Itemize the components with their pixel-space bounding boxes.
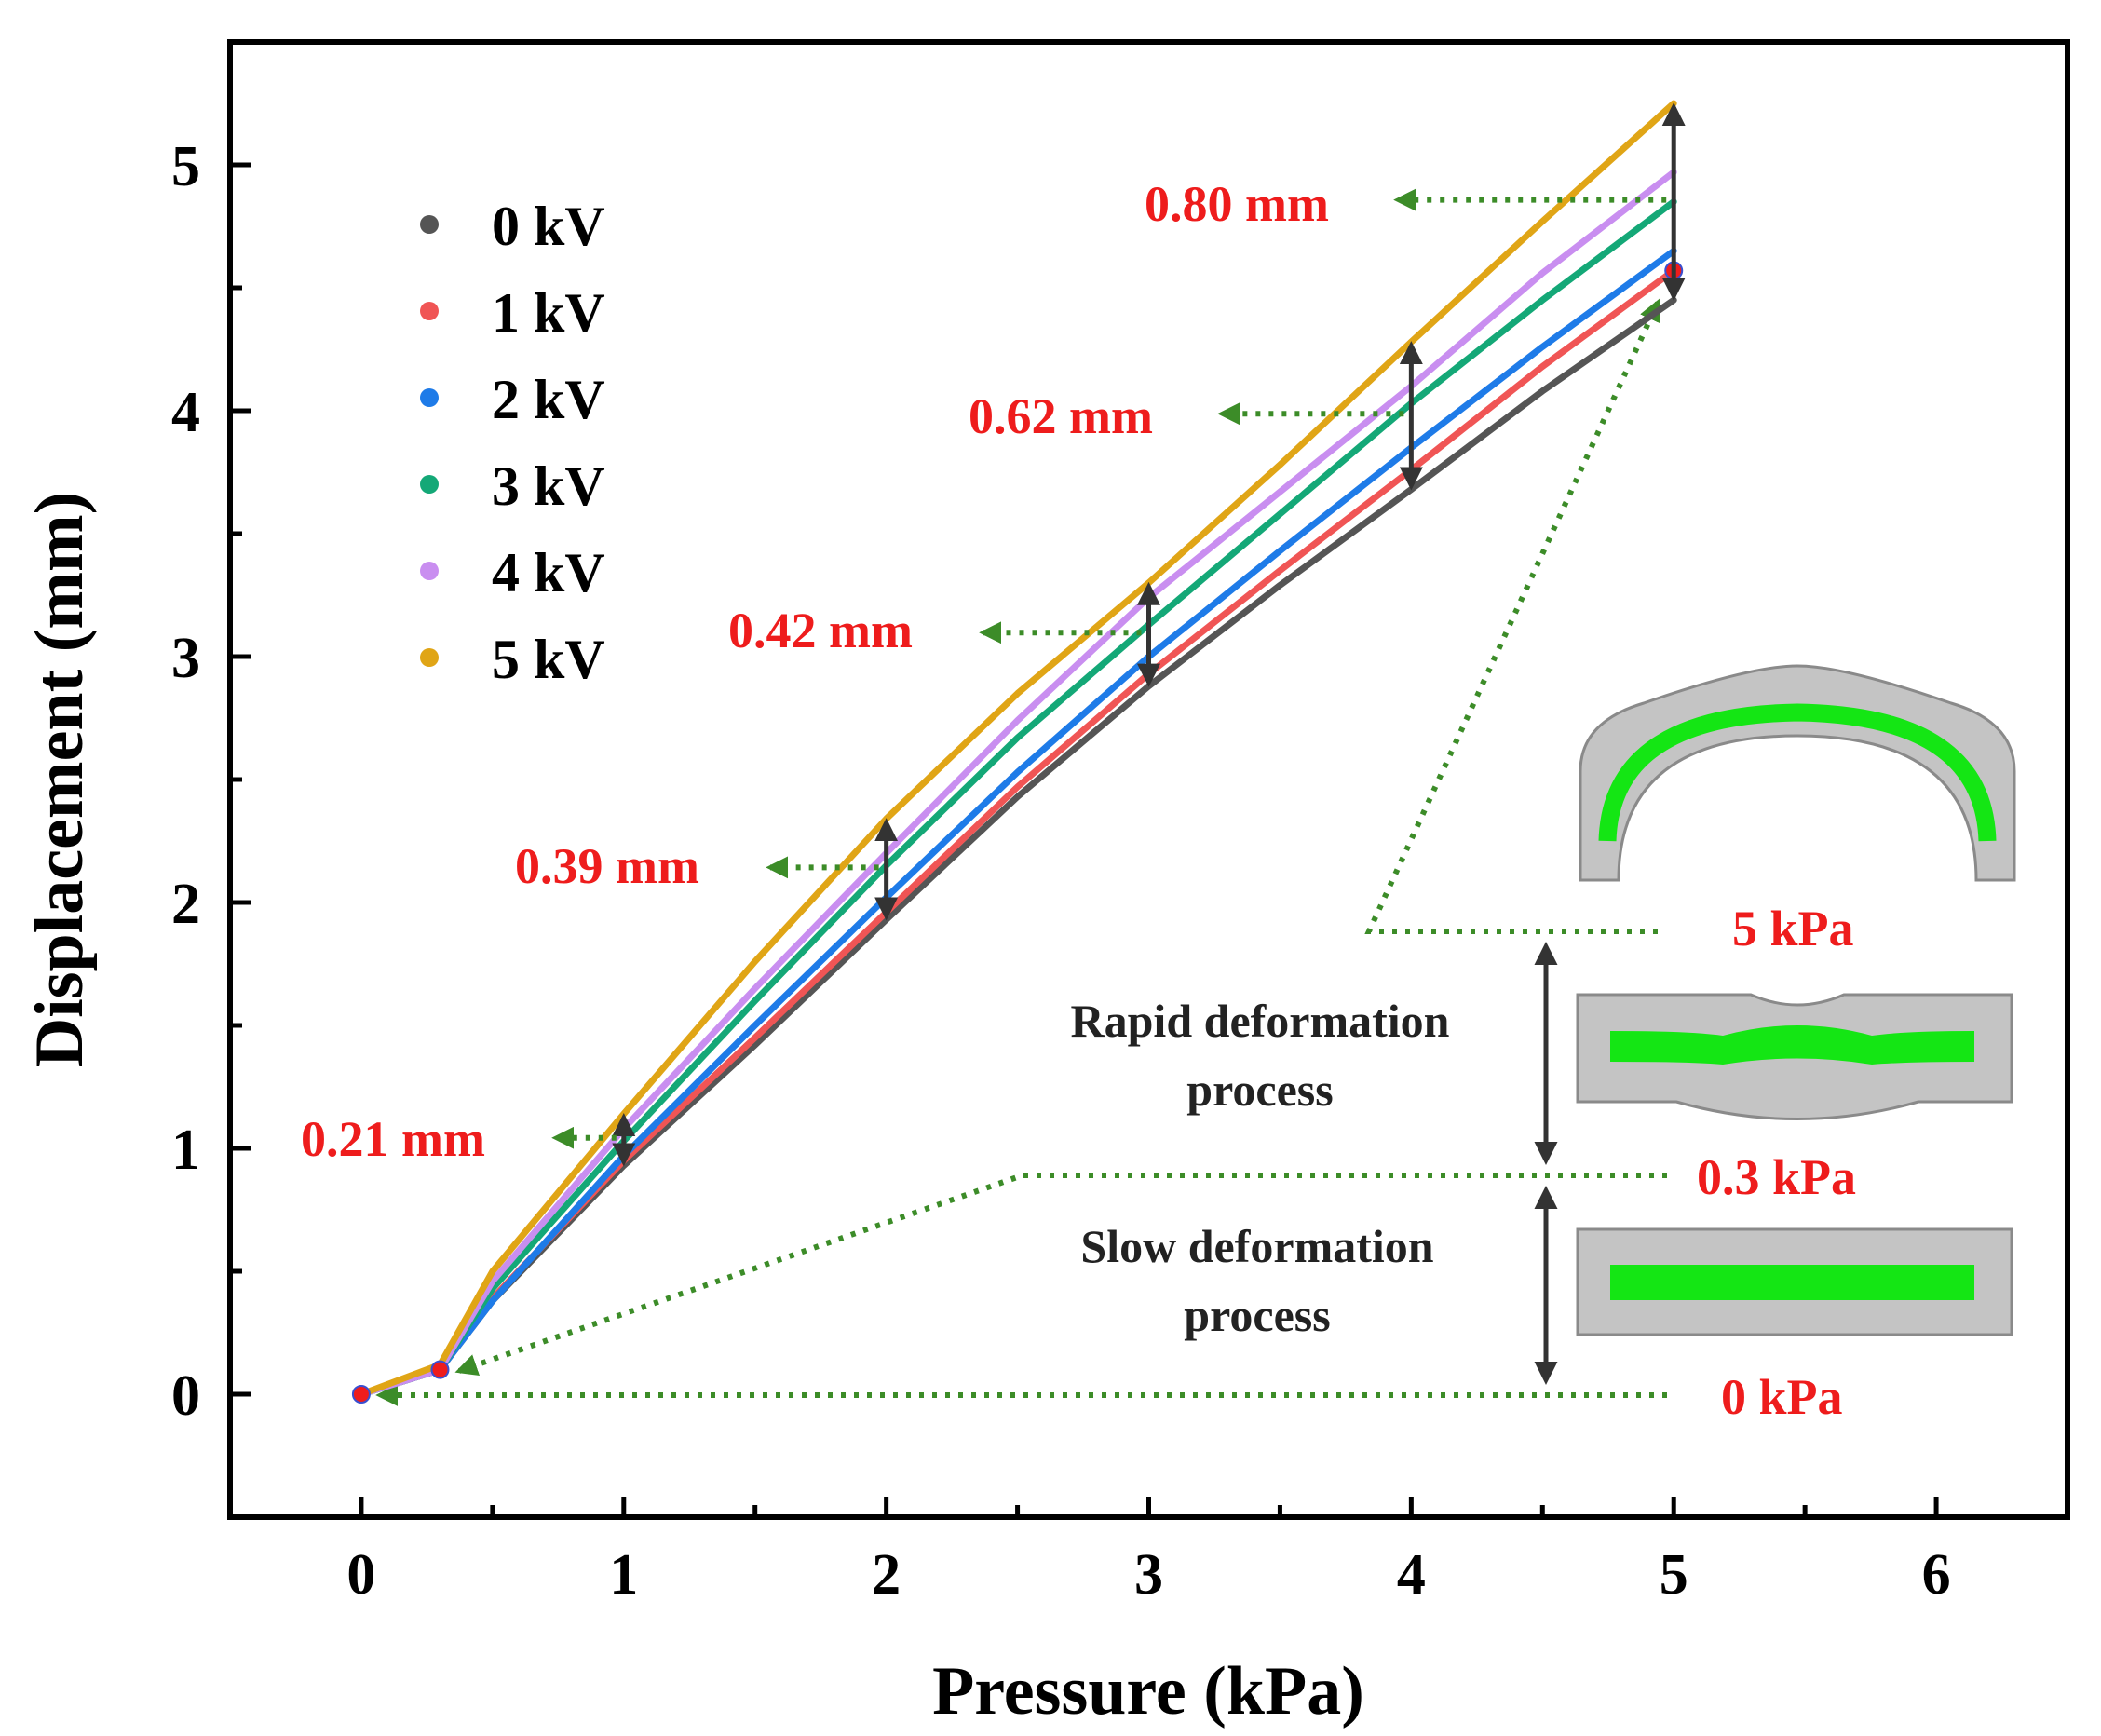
series-layer xyxy=(351,100,1684,1404)
difference-arrows xyxy=(551,102,1686,1167)
stage-label-5kpa: 5 kPa xyxy=(1732,901,1854,956)
series-line xyxy=(358,169,1677,1398)
tick-labels: 0 1 2 3 4 5 6 0 1 2 3 4 5 xyxy=(171,135,1951,1607)
x-tick-label: 5 xyxy=(1660,1543,1688,1607)
x-tick-label: 4 xyxy=(1397,1543,1426,1607)
legend-label: 5 kV xyxy=(492,629,605,690)
y-tick-label: 4 xyxy=(171,381,200,444)
y-tick-label: 0 xyxy=(171,1364,200,1428)
series-line xyxy=(358,100,1677,1398)
legend-marker xyxy=(420,648,439,667)
arched-shell xyxy=(1579,664,2016,882)
deformation-inset: 5 kPa 0.3 kPa 0 kPa Rapid deformation pr… xyxy=(1071,664,2016,1425)
annotation-label: 0.39 mm xyxy=(515,838,699,894)
stage-label-0kpa: 0 kPa xyxy=(1721,1369,1843,1425)
y-tick-label: 3 xyxy=(171,627,200,690)
x-tick-label: 2 xyxy=(872,1543,901,1607)
legend: 0 kV 1 kV 2 kV 3 kV 4 kV 5 kV xyxy=(420,196,605,690)
annotation-label: 0.42 mm xyxy=(728,603,913,658)
rapid-process-label-line1: Rapid deformation xyxy=(1071,995,1450,1047)
slow-process-label-line2: process xyxy=(1184,1289,1330,1341)
annotation-label: 0.80 mm xyxy=(1145,176,1329,232)
x-axis-label: Pressure (kPa) xyxy=(932,1653,1364,1729)
legend-label: 0 kV xyxy=(492,196,605,257)
guide-lines xyxy=(375,298,1667,1406)
x-tick-label: 0 xyxy=(346,1543,375,1607)
y-tick-label: 2 xyxy=(171,873,200,936)
y-tick-label: 1 xyxy=(171,1119,200,1182)
legend-marker xyxy=(420,388,439,407)
x-tick-label: 3 xyxy=(1134,1543,1163,1607)
annotation-label: 0.21 mm xyxy=(301,1111,485,1167)
legend-marker xyxy=(420,215,439,234)
flat-green-layer xyxy=(1610,1265,1974,1300)
series-line xyxy=(358,247,1677,1398)
legend-label: 2 kV xyxy=(492,369,605,430)
y-axis-label: Displacement (mm) xyxy=(21,492,98,1068)
x-tick-label: 6 xyxy=(1922,1543,1951,1607)
y-tick-label: 5 xyxy=(171,135,200,198)
bent-green-layer xyxy=(1610,1025,1974,1065)
stage-point xyxy=(430,1360,450,1379)
slow-process-label-line1: Slow deformation xyxy=(1080,1220,1433,1272)
axis-ticks xyxy=(227,39,2070,1520)
legend-label: 4 kV xyxy=(492,542,605,604)
guide-5kpa xyxy=(1364,298,1660,934)
legend-marker xyxy=(420,475,439,494)
legend-marker xyxy=(420,562,439,580)
legend-label: 3 kV xyxy=(492,455,605,517)
x-tick-label: 1 xyxy=(609,1543,638,1607)
stage-point xyxy=(351,1385,371,1404)
legend-label: 1 kV xyxy=(492,282,605,344)
arched-green-layer xyxy=(1598,703,1997,842)
annotation-label: 0.62 mm xyxy=(969,388,1153,444)
rapid-process-label-line2: process xyxy=(1186,1064,1333,1116)
legend-marker xyxy=(420,302,439,320)
guide-0-3kpa xyxy=(454,1173,1667,1377)
stage-label-0-3kpa: 0.3 kPa xyxy=(1697,1149,1856,1205)
annotation-labels: 0.21 mm 0.39 mm 0.42 mm 0.62 mm 0.80 mm xyxy=(301,176,1329,1167)
